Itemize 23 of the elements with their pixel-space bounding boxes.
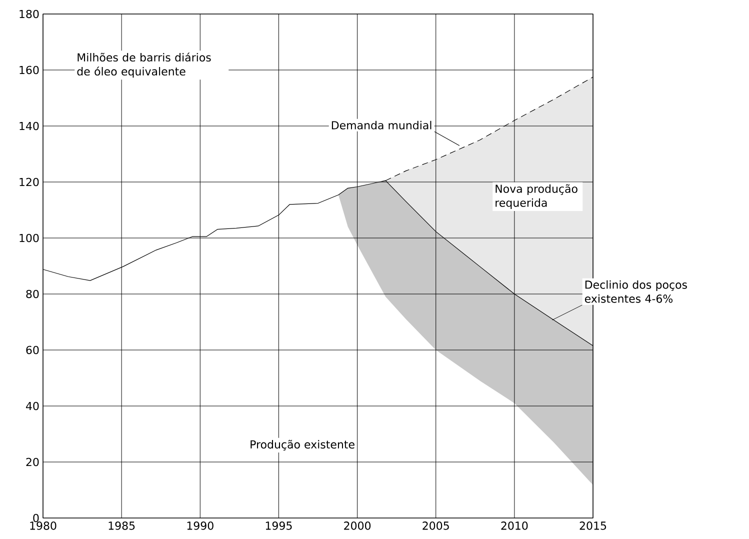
y-tick-label: 60	[26, 346, 39, 354]
x-tick-label: 1990	[187, 522, 214, 530]
annotation: Produção existente	[250, 440, 354, 451]
y-tick-label: 140	[20, 122, 39, 130]
y-tick-label: 0	[33, 514, 39, 522]
x-tick-label: 2000	[344, 522, 371, 530]
annotation: Declinio dos poços existentes 4-6%	[584, 280, 687, 303]
x-tick-label: 2015	[580, 522, 606, 530]
x-tick-label: 1985	[108, 522, 135, 530]
annotation: Milhões de barris diários de óleo equivalente	[77, 52, 211, 78]
y-tick-label: 120	[20, 178, 39, 186]
y-tick-label: 160	[20, 66, 39, 74]
x-tick-label: 2005	[422, 522, 449, 530]
x-tick-label: 2010	[501, 522, 528, 530]
y-tick-label: 40	[26, 402, 39, 410]
y-tick-label: 180	[20, 10, 39, 18]
x-tick-label: 1980	[30, 522, 56, 530]
x-tick-label: 1995	[266, 522, 292, 530]
annotation: Nova produção requerida	[496, 184, 578, 210]
y-tick-label: 100	[20, 234, 39, 242]
annotation: Demanda mundial	[332, 120, 432, 130]
y-tick-label: 20	[26, 458, 39, 466]
y-tick-label: 80	[26, 290, 39, 298]
